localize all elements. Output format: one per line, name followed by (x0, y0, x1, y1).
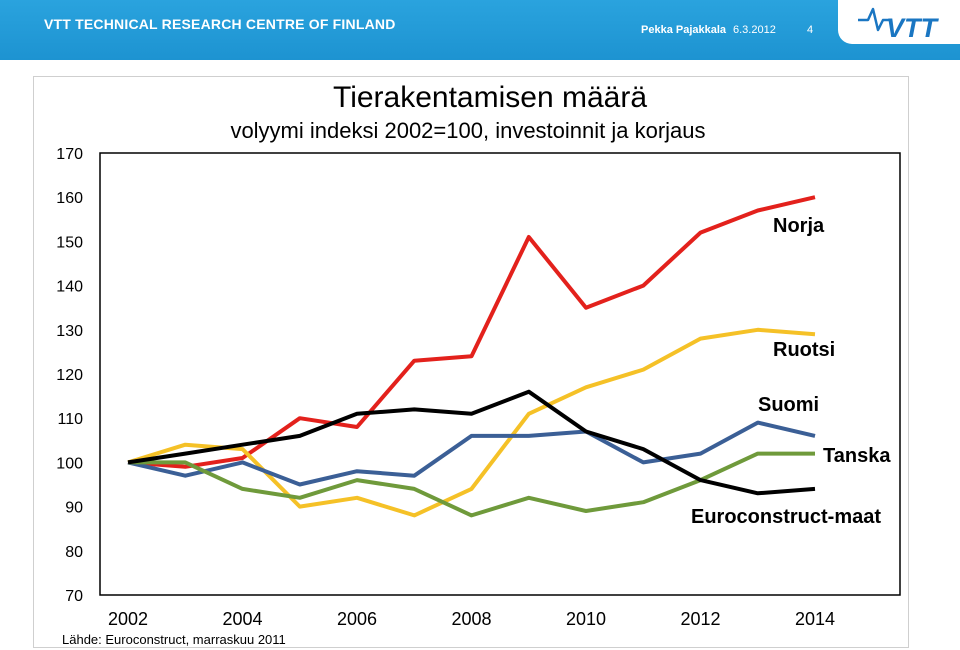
series-line-euroconstruct-maat (127, 389, 816, 496)
x-tick-label: 2012 (680, 609, 720, 629)
y-tick-label: 110 (57, 411, 83, 428)
series-line-suomi (127, 420, 816, 487)
series-label-euroconstruct-maat: Euroconstruct-maat (691, 506, 881, 528)
x-tick-label: 2006 (337, 609, 377, 629)
source-note: Lähde: Euroconstruct, marraskuu 2011 (62, 632, 286, 647)
series-label-ruotsi: Ruotsi (773, 339, 835, 361)
y-tick-label: 130 (56, 323, 83, 340)
y-tick-label: 160 (56, 190, 83, 207)
series-line-ruotsi (127, 327, 816, 518)
y-tick-label: 150 (56, 234, 83, 251)
vtt-logo: VTT (858, 7, 940, 42)
x-tick-label: 2002 (108, 609, 148, 629)
logo-pulse-icon (858, 7, 890, 32)
x-tick-label: 2008 (451, 609, 491, 629)
plot-area (99, 152, 901, 596)
y-axis-labels: 70 80 90 100 110 120 130 140 150 160 170 (56, 146, 83, 605)
y-tick-label: 90 (65, 500, 83, 517)
x-axis-labels: 2002 2004 2006 2008 2010 2012 2014 (108, 609, 835, 629)
series-line-norja (127, 195, 816, 469)
series-labels: Norja Ruotsi Suomi Tanska Euroconstruct-maat (691, 215, 891, 528)
author-name: Pekka Pajakkala (641, 24, 727, 36)
series-label-suomi: Suomi (758, 394, 819, 416)
header-bar (0, 0, 960, 60)
organization-name: VTT TECHNICAL RESEARCH CENTRE OF FINLAND (44, 16, 396, 32)
chart-frame (33, 76, 909, 648)
logo-text: VTT (886, 13, 940, 42)
y-tick-label: 70 (65, 588, 83, 605)
y-tick-label: 120 (56, 367, 83, 384)
series-lines (127, 195, 816, 518)
page-number: 4 (807, 24, 814, 36)
logo-panel (838, 0, 960, 44)
y-tick-label: 140 (56, 279, 83, 296)
series-label-tanska: Tanska (823, 445, 891, 467)
x-tick-label: 2010 (566, 609, 606, 629)
chart-subtitle: volyymi indeksi 2002=100, investoinnit j… (230, 118, 705, 143)
presentation-date: 6.3.2012 (733, 24, 776, 36)
series-label-norja: Norja (773, 215, 825, 237)
x-tick-label: 2004 (222, 609, 262, 629)
y-tick-label: 100 (56, 455, 83, 472)
y-tick-label: 170 (56, 146, 83, 163)
y-tick-label: 80 (65, 544, 83, 561)
chart-title: Tierakentamisen määrä (333, 81, 647, 114)
x-tick-label: 2014 (795, 609, 835, 629)
